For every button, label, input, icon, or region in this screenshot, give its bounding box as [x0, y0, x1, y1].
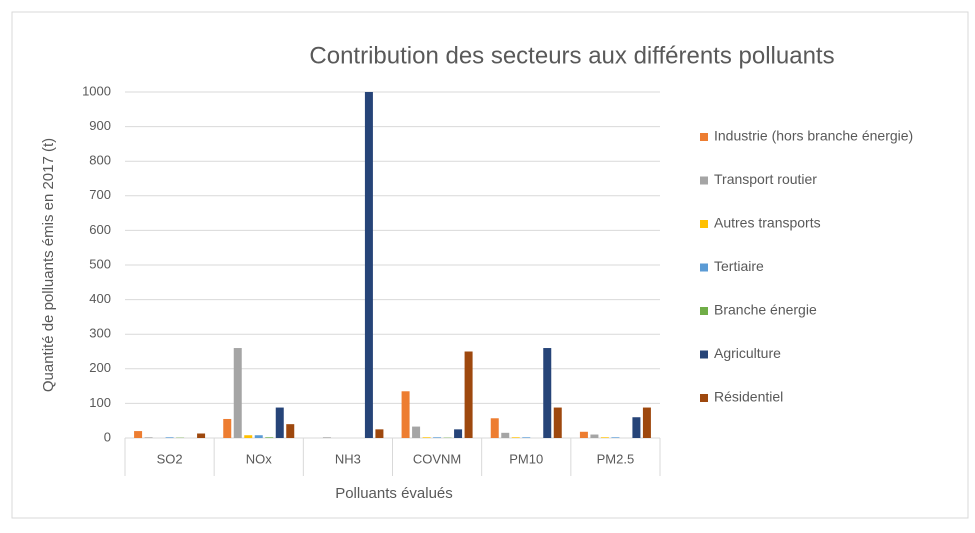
bar [611, 437, 619, 438]
bar [465, 352, 473, 439]
legend-swatch [700, 351, 708, 359]
x-tick-label: NOx [246, 451, 273, 466]
legend-label: Tertiaire [714, 258, 764, 274]
x-tick-label: NH3 [335, 451, 361, 466]
legend-label: Résidentiel [714, 389, 783, 405]
chart-title: Contribution des secteurs aux différents… [309, 42, 834, 69]
y-tick-label: 1000 [82, 83, 111, 98]
legend-swatch [700, 177, 708, 185]
legend-label: Agriculture [714, 345, 781, 361]
bar [412, 427, 420, 438]
legend-label: Transport routier [714, 171, 817, 187]
bar [554, 408, 562, 438]
bar [590, 435, 598, 438]
legend-label: Industrie (hors branche énergie) [714, 128, 913, 144]
bar [255, 435, 263, 438]
legend-swatch [700, 264, 708, 272]
y-tick-label: 100 [89, 395, 111, 410]
y-axis-label: Quantité de polluants émis en 2017 (t) [40, 138, 57, 392]
bar [601, 437, 609, 438]
bar [276, 408, 284, 438]
bar [365, 92, 373, 438]
bar [134, 431, 142, 438]
bar [632, 417, 640, 438]
y-tick-label: 500 [89, 256, 111, 271]
bar [491, 418, 499, 438]
bar [433, 437, 441, 438]
bar [423, 437, 431, 438]
y-tick-label: 700 [89, 187, 111, 202]
legend-label: Autres transports [714, 215, 821, 231]
y-tick-label: 800 [89, 153, 111, 168]
bar [265, 437, 273, 438]
y-tick-label: 400 [89, 291, 111, 306]
y-tick-label: 300 [89, 326, 111, 341]
bar [145, 437, 153, 438]
x-tick-label: PM2.5 [597, 451, 635, 466]
bar [543, 348, 551, 438]
legend-swatch [700, 307, 708, 315]
y-tick-label: 900 [89, 118, 111, 133]
bar [197, 434, 205, 438]
legend-swatch [700, 220, 708, 228]
bar [323, 437, 331, 438]
legend-swatch [700, 394, 708, 402]
legend-swatch [700, 133, 708, 141]
bar [234, 348, 242, 438]
x-tick-label: COVNM [413, 451, 461, 466]
bar [223, 419, 231, 438]
legend-label: Branche énergie [714, 302, 817, 318]
bar [643, 408, 651, 438]
bar [501, 433, 509, 438]
x-tick-label: SO2 [157, 451, 183, 466]
bar [522, 437, 530, 438]
bar [512, 437, 520, 438]
bar [454, 429, 462, 438]
bar [580, 432, 588, 438]
x-axis-label: Polluants évalués [335, 485, 453, 502]
bar [402, 391, 410, 438]
bar [244, 435, 252, 438]
y-tick-label: 200 [89, 360, 111, 375]
bar [166, 437, 174, 438]
x-tick-label: PM10 [509, 451, 543, 466]
bar [375, 429, 383, 438]
bar [286, 424, 294, 438]
y-tick-label: 600 [89, 222, 111, 237]
y-tick-label: 0 [104, 429, 111, 444]
